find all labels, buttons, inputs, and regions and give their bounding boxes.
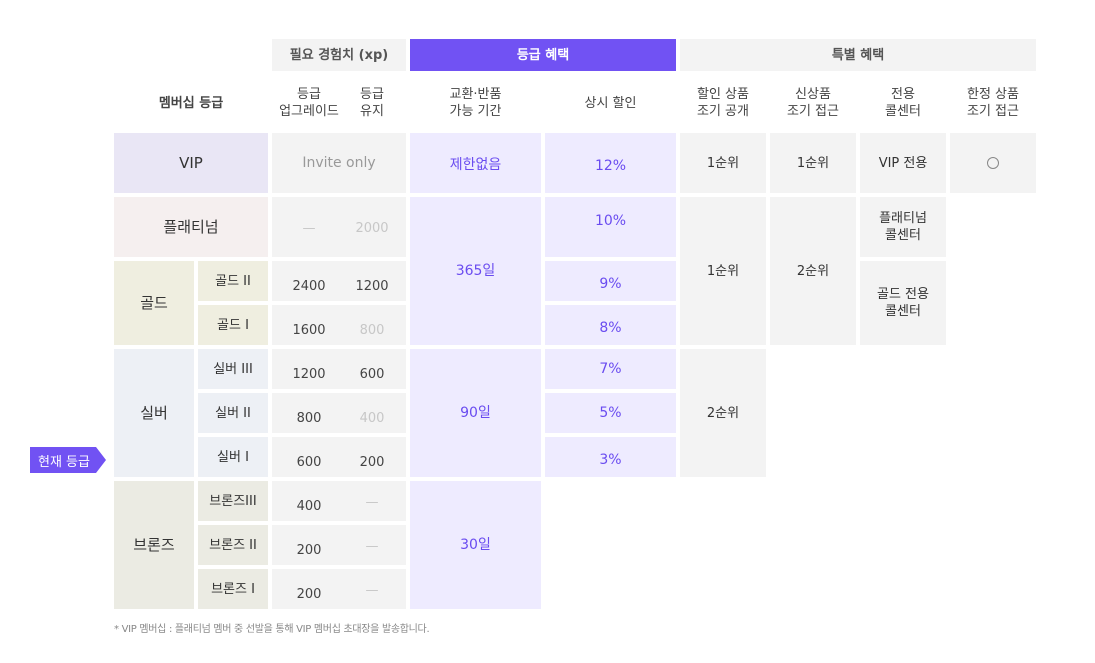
call-center-gold-line1: 골드 전용 xyxy=(877,287,929,302)
exp-silver2-keep: 400 xyxy=(359,410,385,426)
col-new-access-line1: 신상품 xyxy=(795,87,831,102)
exp-platinum-up: — xyxy=(302,220,316,236)
col-sale-preview-line2: 조기 공개 xyxy=(697,104,749,119)
exchange-vip: 제한없음 xyxy=(410,133,541,193)
col-exchange-line2: 가능 기간 xyxy=(449,104,502,119)
exchange-silver: 90일 xyxy=(410,349,541,477)
subtier-bronze2: 브론즈 II xyxy=(198,525,268,565)
exchange-bronze: 30일 xyxy=(410,481,541,609)
header-benefit: 등급 혜택 xyxy=(410,39,676,71)
exp-silver3-keep: 600 xyxy=(359,366,385,382)
header-exp: 필요 경험치 (xp) xyxy=(272,39,406,71)
discount-platinum: 10% xyxy=(545,197,676,257)
discount-gold1: 8% xyxy=(545,305,676,345)
current-tier-badge-label: 현재 등급 xyxy=(38,454,90,470)
col-new-access-line2: 조기 접근 xyxy=(787,104,839,119)
tier-silver: 실버 xyxy=(114,349,194,477)
call-center-gold: 골드 전용 콜센터 xyxy=(860,261,946,345)
col-keep-line2: 유지 xyxy=(360,104,384,119)
exp-row-gold1 xyxy=(272,305,406,345)
discount-gold2: 9% xyxy=(545,261,676,301)
call-center-gold-line2: 콜센터 xyxy=(885,304,921,319)
call-center-platinum: 플래티넘 콜센터 xyxy=(860,197,946,257)
exp-bronze1-up: 200 xyxy=(296,586,322,602)
sale-preview-vip: 1순위 xyxy=(680,133,766,193)
tier-bronze: 브론즈 xyxy=(114,481,194,609)
limited-access-vip xyxy=(950,133,1036,193)
exp-silver3-up: 1200 xyxy=(292,366,326,382)
exp-silver1-up: 600 xyxy=(296,454,322,470)
col-exchange-line1: 교환·반품 xyxy=(449,87,502,102)
subtier-silver3: 실버 III xyxy=(198,349,268,389)
discount-silver2: 5% xyxy=(545,393,676,433)
exp-row-bronze3 xyxy=(272,481,406,521)
exp-vip: Invite only xyxy=(302,154,376,171)
col-exchange: 교환·반품 가능 기간 xyxy=(410,86,541,120)
header-special: 특별 혜택 xyxy=(680,39,1036,71)
subtier-gold1: 골드 I xyxy=(198,305,268,345)
col-membership: 멤버십 등급 xyxy=(158,95,224,111)
col-call-center-line1: 전용 xyxy=(891,87,915,102)
col-call-center: 전용 콜센터 xyxy=(860,86,946,120)
col-discount: 상시 할인 xyxy=(584,95,637,111)
exp-row-silver2 xyxy=(272,393,406,433)
exp-platinum-keep: 2000 xyxy=(355,220,389,236)
subtier-bronze1: 브론즈 I xyxy=(198,569,268,609)
col-sale-preview: 할인 상품 조기 공개 xyxy=(680,86,766,120)
exp-silver1-keep: 200 xyxy=(359,454,385,470)
exp-gold2-keep: 1200 xyxy=(355,278,389,294)
exp-bronze2-up: 200 xyxy=(296,542,322,558)
sale-preview-plat-gold: 1순위 xyxy=(680,197,766,345)
current-tier-badge: 현재 등급 xyxy=(30,447,106,473)
exp-row-silver3 xyxy=(272,349,406,389)
exp-silver2-up: 800 xyxy=(296,410,322,426)
exp-row-silver1 xyxy=(272,437,406,477)
col-new-access: 신상품 조기 접근 xyxy=(770,86,856,120)
exp-bronze2-keep: — xyxy=(365,538,379,554)
col-keep-line1: 등급 xyxy=(360,87,384,102)
exp-row-bronze2 xyxy=(272,525,406,565)
subtier-silver1: 실버 I xyxy=(198,437,268,477)
col-limited: 한정 상품 조기 접근 xyxy=(950,86,1036,120)
col-upgrade-line1: 등급 xyxy=(297,87,321,102)
exp-row-bronze1 xyxy=(272,569,406,609)
exp-bronze1-keep: — xyxy=(365,582,379,598)
subtier-bronze3: 브론즈III xyxy=(198,481,268,521)
col-keep: 등급 유지 xyxy=(346,86,398,120)
col-limited-line2: 조기 접근 xyxy=(967,104,1019,119)
col-call-center-line2: 콜센터 xyxy=(885,104,921,119)
call-center-platinum-line2: 콜센터 xyxy=(885,228,921,243)
discount-silver3: 7% xyxy=(545,349,676,389)
col-upgrade-line2: 업그레이드 xyxy=(279,104,339,119)
exp-bronze3-up: 400 xyxy=(296,498,322,514)
call-center-platinum-line1: 플래티넘 xyxy=(879,211,927,226)
footnote: * VIP 멤버십 : 플래티넘 멤버 중 선발을 통해 VIP 멤버십 초대장… xyxy=(114,624,430,635)
tier-gold: 골드 xyxy=(114,261,194,345)
exp-gold1-keep: 800 xyxy=(359,322,385,338)
circle-icon xyxy=(987,157,999,169)
subtier-gold2: 골드 II xyxy=(198,261,268,301)
discount-silver1: 3% xyxy=(545,437,676,477)
exp-row-platinum xyxy=(272,197,406,257)
sale-preview-silver: 2순위 xyxy=(680,349,766,477)
call-center-vip: VIP 전용 xyxy=(860,133,946,193)
subtier-silver2: 실버 II xyxy=(198,393,268,433)
exp-vip-cell: Invite only xyxy=(272,133,406,193)
new-access-vip: 1순위 xyxy=(770,133,856,193)
col-upgrade: 등급 업그레이드 xyxy=(272,86,346,120)
new-access-plat-gold: 2순위 xyxy=(770,197,856,345)
exp-gold2-up: 2400 xyxy=(292,278,326,294)
exp-gold1-up: 1600 xyxy=(292,322,326,338)
tier-vip: VIP xyxy=(114,133,268,193)
discount-vip: 12% xyxy=(545,133,676,193)
exp-row-gold2 xyxy=(272,261,406,301)
col-sale-preview-line1: 할인 상품 xyxy=(697,87,749,102)
tier-platinum: 플래티넘 xyxy=(114,197,268,257)
col-limited-line1: 한정 상품 xyxy=(967,87,1019,102)
exp-bronze3-keep: — xyxy=(365,494,379,510)
exchange-plat-gold: 365일 xyxy=(410,197,541,345)
